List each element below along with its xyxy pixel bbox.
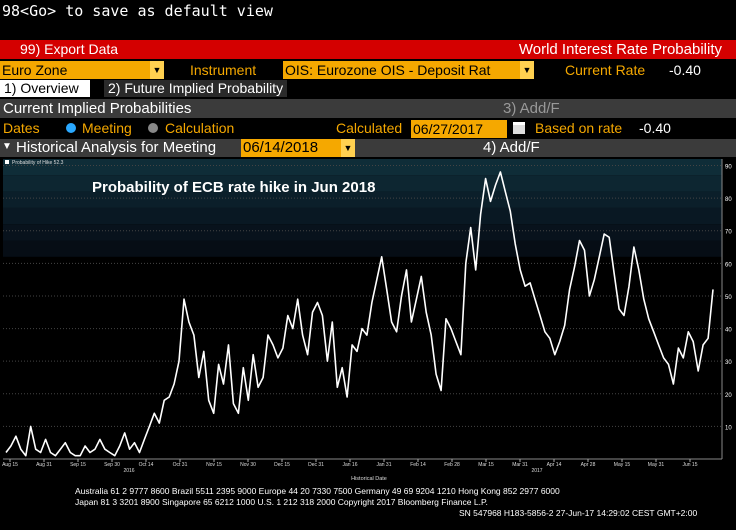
based-on-rate-label: Based on rate	[535, 120, 623, 136]
legend-label: Probability of Hike 52.3	[12, 160, 64, 166]
calendar-icon[interactable]	[513, 122, 525, 134]
x-tick-label: May 15	[614, 462, 631, 468]
tab-bar: 1) Overview 2) Future Implied Probabilit…	[0, 80, 736, 97]
footer-contacts-line2: Japan 81 3 3201 8900 Singapore 65 6212 1…	[75, 497, 488, 507]
current-implied-bar: Current Implied Probabilities 3) Add/F	[0, 99, 736, 118]
historical-analysis-bar: ▼ Historical Analysis for Meeting 06/14/…	[0, 139, 736, 157]
background-band	[3, 191, 722, 208]
dates-row: Dates Meeting Calculation Calculated 06/…	[0, 119, 736, 138]
calculation-label: Calculation	[165, 120, 235, 136]
y-tick-label: 70	[725, 230, 732, 236]
footer-session-line: SN 547968 H183-5856-2 27-Jun-17 14:29:02…	[459, 508, 698, 518]
historical-title: Historical Analysis for Meeting	[16, 139, 217, 156]
x-tick-label: Sep 30	[104, 462, 120, 468]
x-tick-label: Apr 28	[581, 462, 596, 468]
x-tick-label: Jun 15	[682, 462, 697, 468]
x-tick-label: Jan 31	[376, 462, 391, 468]
background-band	[3, 207, 722, 225]
meeting-dropdown-icon[interactable]: ▼	[341, 139, 355, 157]
calculated-label: Calculated	[336, 120, 403, 136]
meeting-label: Meeting	[82, 120, 132, 136]
x-tick-label: Mar 31	[512, 462, 528, 468]
x-tick-label: Oct 14	[139, 462, 154, 468]
instrument-label: Instrument	[190, 62, 257, 78]
background-band	[3, 240, 722, 257]
x-tick-label: Dec 31	[308, 462, 324, 468]
based-on-rate-value: -0.40	[639, 120, 671, 136]
x-tick-label: Oct 31	[173, 462, 188, 468]
x-tick-label: Feb 28	[444, 462, 460, 468]
year-label: 2017	[531, 468, 542, 474]
region-dropdown-icon[interactable]: ▼	[150, 61, 164, 79]
background-band	[3, 224, 722, 241]
x-tick-label: Aug 15	[2, 462, 18, 468]
instrument-dropdown-icon[interactable]: ▼	[520, 61, 534, 79]
region-select[interactable]: Euro Zone	[0, 61, 150, 79]
x-tick-label: Jan 16	[342, 462, 357, 468]
chart-area: 10 20 30 40 50 60 70 80 90 Aug 15 Aug 31 Sep 15 Sep …	[0, 157, 736, 483]
background-band	[3, 159, 722, 176]
x-tick-label: Nov 30	[240, 462, 256, 468]
instrument-select[interactable]: OIS: Eurozone OIS - Deposit Rat	[283, 61, 520, 79]
instrument-bar: Euro Zone ▼ Instrument OIS: Eurozone OIS…	[0, 60, 736, 80]
footer: Australia 61 2 9777 8600 Brazil 5511 239…	[0, 483, 736, 530]
legend-swatch	[5, 160, 9, 164]
x-tick-label: Mar 15	[478, 462, 494, 468]
y-tick-label: 40	[725, 328, 732, 334]
y-tick-label: 50	[725, 295, 732, 301]
footer-contacts-line1: Australia 61 2 9777 8600 Brazil 5511 239…	[75, 486, 560, 496]
calculated-date-input[interactable]: 06/27/2017	[411, 120, 507, 138]
year-label: 2016	[123, 468, 134, 474]
y-tick-label: 90	[725, 165, 732, 171]
page-title: World Interest Rate Probability	[518, 41, 722, 58]
x-tick-label: Aug 31	[36, 462, 52, 468]
add-button-historical[interactable]: 4) Add/F	[483, 139, 540, 156]
collapse-icon[interactable]: ▼	[2, 141, 12, 152]
command-line[interactable]: 98<Go> to save as default view	[2, 2, 273, 20]
menu-bar: 99) Export Data World Interest Rate Prob…	[0, 40, 736, 59]
x-tick-label: May 31	[648, 462, 665, 468]
background-band	[3, 175, 722, 192]
meeting-date-select[interactable]: 06/14/2018	[241, 139, 341, 157]
calculation-radio-icon[interactable]	[148, 123, 158, 133]
dates-label: Dates	[3, 120, 40, 136]
y-tick-label: 60	[725, 262, 732, 268]
tab-future-implied-probability[interactable]: 2) Future Implied Probability	[104, 80, 288, 97]
x-tick-label: Dec 15	[274, 462, 290, 468]
tab-overview[interactable]: 1) Overview	[0, 80, 90, 97]
x-tick-label: Apr 14	[547, 462, 562, 468]
export-data-button[interactable]: 99) Export Data	[20, 41, 119, 57]
y-tick-label: 20	[725, 393, 732, 399]
y-tick-label: 10	[725, 425, 732, 431]
meeting-radio-icon[interactable]	[66, 123, 76, 133]
x-axis-title: Historical Date	[351, 476, 387, 482]
chart-title: Probability of ECB rate hike in Jun 2018	[92, 179, 375, 196]
x-tick-label: Nov 15	[206, 462, 222, 468]
current-rate-label: Current Rate	[565, 62, 646, 78]
series-line-probability-of-hike	[5, 171, 714, 457]
x-tick-label: Sep 15	[70, 462, 86, 468]
y-tick-label: 30	[725, 360, 732, 366]
current-implied-title: Current Implied Probabilities	[3, 100, 192, 117]
probability-line-chart: 10 20 30 40 50 60 70 80 90 Aug 15 Aug 31 Sep 15 Sep …	[2, 159, 732, 482]
y-tick-label: 80	[725, 197, 732, 203]
current-rate-value: -0.40	[669, 62, 701, 78]
add-button-current[interactable]: 3) Add/F	[503, 100, 560, 117]
x-tick-label: Feb 14	[410, 462, 426, 468]
